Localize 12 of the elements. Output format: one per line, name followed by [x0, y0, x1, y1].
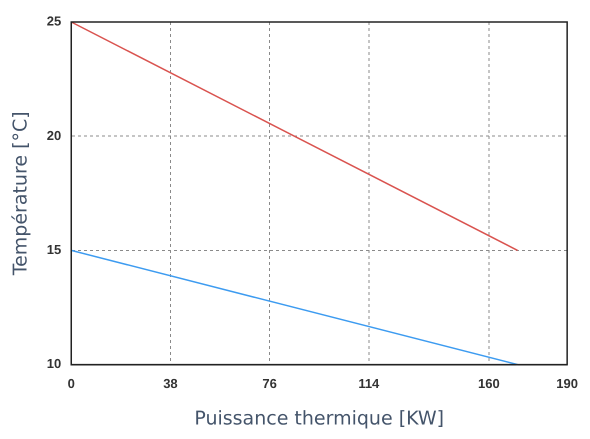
x-tick-label: 76 [262, 376, 277, 391]
x-axis-title: Puissance thermique [KW] [194, 408, 444, 430]
x-tick-label: 0 [68, 376, 75, 391]
y-axis-title: Température [°C] [9, 111, 32, 276]
x-tick-label: 38 [163, 376, 178, 391]
y-tick-label: 20 [46, 128, 62, 143]
y-tick-label: 15 [46, 242, 62, 257]
y-tick-label: 25 [46, 14, 62, 29]
x-tick-label: 160 [478, 376, 500, 391]
y-tick-label: 10 [46, 356, 62, 372]
x-tick-label: 190 [556, 376, 578, 391]
x-tick-label: 114 [358, 376, 380, 391]
